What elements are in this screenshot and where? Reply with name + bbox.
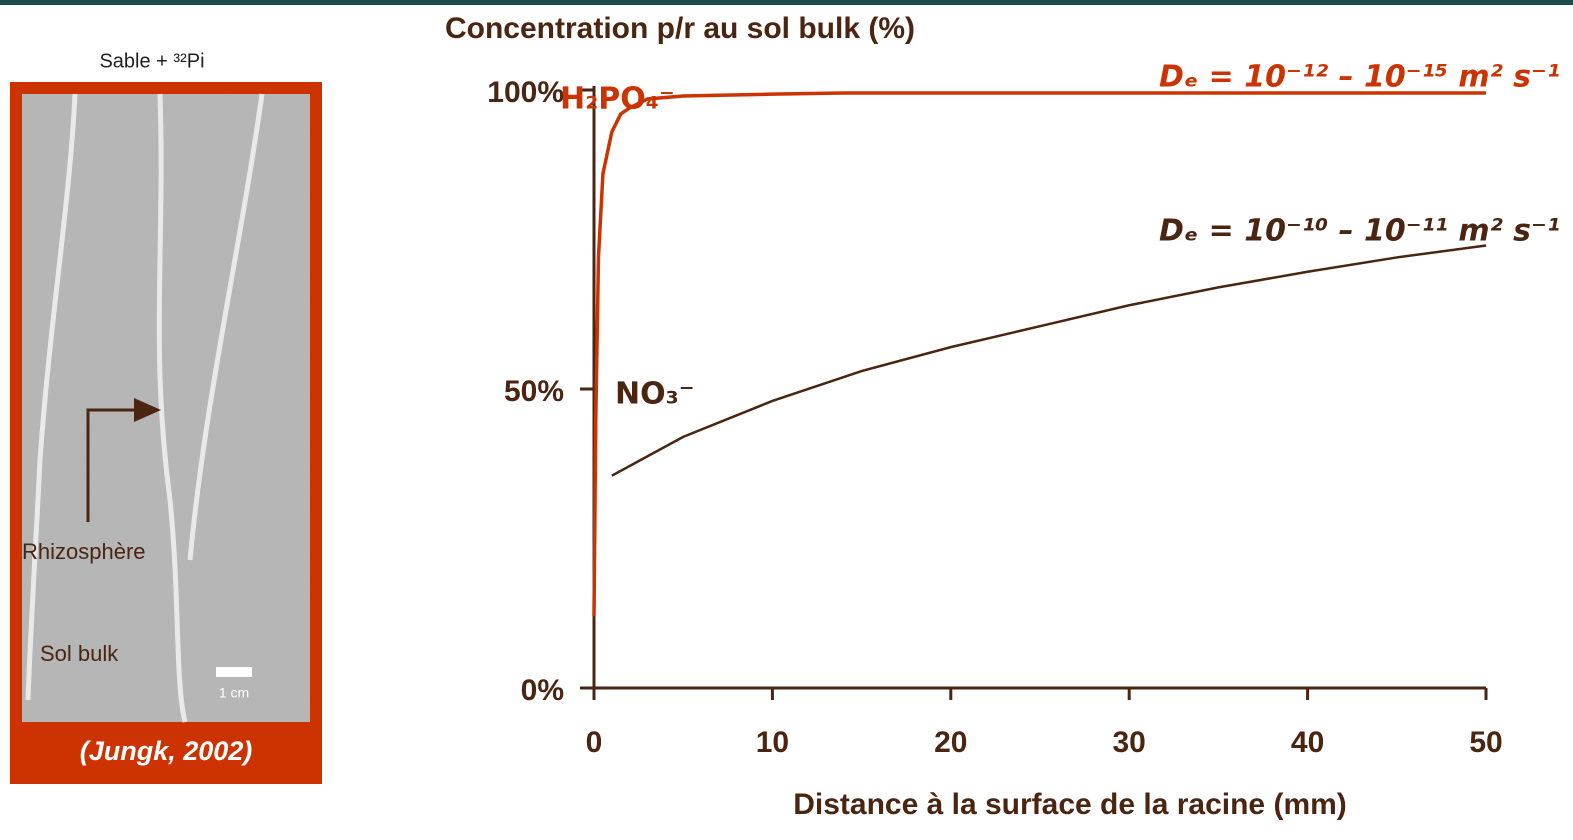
line-series	[611, 244, 1487, 477]
scale-bar	[216, 667, 252, 677]
x-tick-label: 30	[1113, 726, 1146, 759]
series-label: H₂PO₄⁻	[560, 82, 675, 117]
y-tick-label: 0%	[521, 674, 564, 707]
x-tick-label: 0	[586, 726, 603, 759]
scale-label: 1 cm	[219, 685, 249, 701]
photo-grain	[22, 94, 310, 722]
series-note: Dₑ = 10⁻¹⁰ – 10⁻¹¹ m² s⁻¹	[1159, 214, 1560, 249]
roots	[25, 93, 265, 723]
series-label: NO₃⁻	[615, 377, 695, 412]
arrow	[86, 398, 161, 522]
series-note: Dₑ = 10⁻¹² – 10⁻¹⁵ m² s⁻¹	[1159, 60, 1560, 95]
x-axis-label: Distance à la surface de la racine (mm)	[793, 788, 1347, 821]
rhizosphere-label: Rhizosphère	[22, 539, 146, 564]
line-series	[592, 91, 1486, 617]
x-tick-label: 40	[1291, 726, 1324, 759]
y-tick-label: 50%	[504, 375, 564, 408]
source: (Jungk, 2002)	[80, 736, 253, 766]
x-tick-label: 20	[934, 726, 967, 759]
y-tick-label: 100%	[487, 76, 564, 109]
x-tick-label: 50	[1469, 726, 1502, 759]
x-tick-label: 10	[756, 726, 789, 759]
photo-caption: Sable + ³²Pi	[99, 50, 204, 72]
bulk-label: Sol bulk	[40, 641, 119, 666]
chart-title: Concentration p/r au sol bulk (%)	[445, 12, 915, 45]
top-bar	[0, 0, 1573, 5]
